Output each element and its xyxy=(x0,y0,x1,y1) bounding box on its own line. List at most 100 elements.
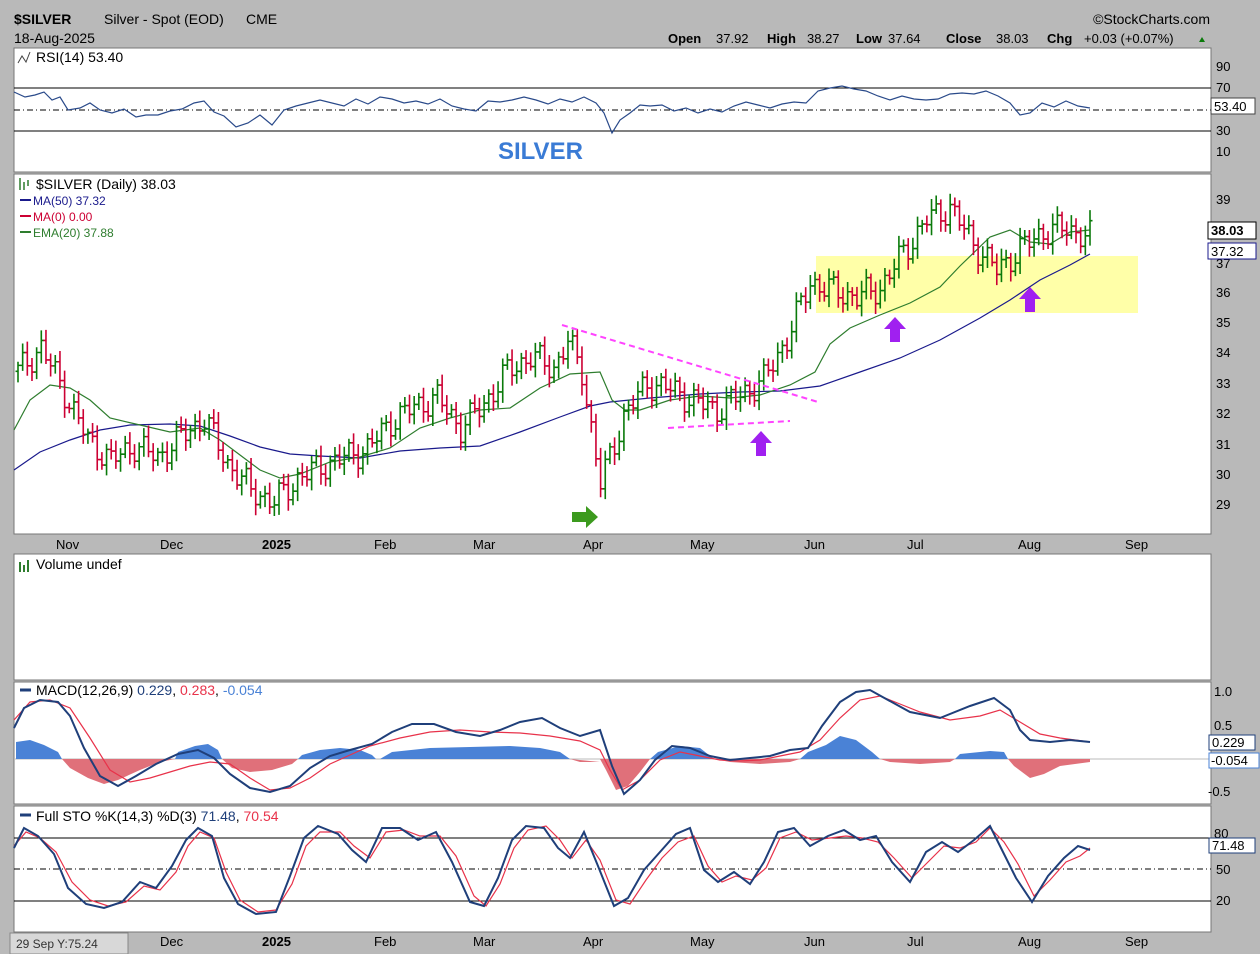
rsi-line xyxy=(13,85,1091,135)
price-bar xyxy=(574,329,580,365)
price-bar xyxy=(99,452,105,470)
price-bar xyxy=(523,350,529,374)
price-bar xyxy=(253,478,259,516)
open-label: Open xyxy=(668,31,701,46)
price-bar xyxy=(132,444,138,469)
price-bar xyxy=(183,418,189,451)
price-bar xyxy=(649,377,655,409)
price-bar xyxy=(262,485,268,508)
green-arrow-icon xyxy=(572,506,598,528)
price-bar xyxy=(1050,213,1056,255)
price-bar xyxy=(742,377,748,403)
ma50-value-tag xyxy=(1207,242,1257,260)
price-bar xyxy=(122,435,128,459)
price-bar xyxy=(453,402,459,435)
price-bar xyxy=(309,456,315,491)
low-label: Low xyxy=(856,31,883,46)
price-bar xyxy=(672,372,678,398)
price-bar xyxy=(1040,223,1046,251)
price-bar xyxy=(211,409,217,430)
price-bar xyxy=(467,399,473,436)
sto-value-tag xyxy=(1208,837,1256,854)
price-bar xyxy=(104,443,110,476)
price-bar xyxy=(173,420,179,462)
price-bar xyxy=(239,469,245,496)
high-value: 38.27 xyxy=(807,31,840,46)
price-bar xyxy=(556,351,562,379)
volume-legend: Volume undef xyxy=(36,556,122,572)
macd-legend-hist: -0.054 xyxy=(223,682,263,698)
price-bar xyxy=(85,428,91,444)
price-bar xyxy=(789,320,795,359)
price-bar xyxy=(1087,210,1093,246)
price-bar xyxy=(43,329,49,364)
price-bar xyxy=(1078,227,1084,254)
price-bar xyxy=(66,402,72,414)
price-bar xyxy=(388,411,394,447)
price-bar xyxy=(919,219,925,235)
price-bar xyxy=(565,330,571,369)
price-bar xyxy=(225,454,231,469)
sto-legend-d: 70.54 xyxy=(244,808,279,824)
low-value: 37.64 xyxy=(888,31,921,46)
price-bar xyxy=(691,382,697,417)
macd-panel: MACD(12,26,9) 0.229, 0.283, -0.054 1.0 0… xyxy=(13,681,1260,805)
purple-arrow-icon xyxy=(750,431,772,456)
price-bar xyxy=(947,193,953,234)
macd-legend: MACD(12,26,9) 0.229, 0.283, -0.054 xyxy=(36,682,263,698)
price-bar xyxy=(150,443,156,472)
macd-signal-line xyxy=(13,695,1091,791)
x-tick: Mar xyxy=(473,934,496,949)
price-bar xyxy=(709,396,715,409)
price-bar xyxy=(24,341,30,376)
price-bar xyxy=(924,215,930,233)
price-bar xyxy=(518,352,524,380)
price-bar xyxy=(737,386,743,412)
price-bar xyxy=(155,447,161,466)
price-bar xyxy=(1008,252,1014,282)
price-bar xyxy=(379,417,385,450)
macd-tick: -0.5 xyxy=(1208,784,1230,799)
x-tick: Sep xyxy=(1125,537,1148,552)
price-bar xyxy=(365,433,371,465)
price-bar xyxy=(612,437,618,465)
price-bar xyxy=(803,287,809,313)
price-bar xyxy=(52,354,58,374)
price-tick: 32 xyxy=(1216,406,1230,421)
price-bar xyxy=(430,387,436,426)
price-bar xyxy=(397,402,403,440)
price-bar xyxy=(243,462,249,485)
price-bar xyxy=(108,439,114,460)
price-bar xyxy=(187,425,193,449)
price-bar xyxy=(481,394,487,423)
ma50-value-tag-text: 37.32 xyxy=(1211,244,1244,259)
close-value-tag-text: 38.03 xyxy=(1211,223,1244,238)
price-bar xyxy=(57,351,63,389)
price-bar xyxy=(807,274,813,310)
price-bar xyxy=(570,329,576,351)
close-value-tag xyxy=(1207,221,1257,240)
open-value: 37.92 xyxy=(716,31,749,46)
price-bar xyxy=(1003,249,1009,268)
price-bar xyxy=(1059,211,1065,239)
price-bar xyxy=(840,287,846,313)
price-bar xyxy=(318,445,324,485)
price-bar xyxy=(560,346,566,365)
price-bar xyxy=(271,495,277,516)
macd-line xyxy=(13,688,1091,796)
price-bar xyxy=(1012,253,1018,277)
price-bar xyxy=(626,399,632,421)
price-bar xyxy=(234,459,240,490)
hist-value-tag-text: -0.054 xyxy=(1211,753,1248,768)
sto-legend-prefix: Full STO %K(14,3) %D(3) xyxy=(36,808,197,824)
price-bar xyxy=(299,462,305,486)
price-bar xyxy=(351,433,357,465)
price-bar xyxy=(393,419,399,440)
price-bar xyxy=(891,258,897,288)
price-bar xyxy=(346,438,352,462)
price-bar xyxy=(551,359,557,384)
price-bar xyxy=(141,428,147,457)
price-bar xyxy=(341,446,347,475)
price-bar xyxy=(640,371,646,397)
